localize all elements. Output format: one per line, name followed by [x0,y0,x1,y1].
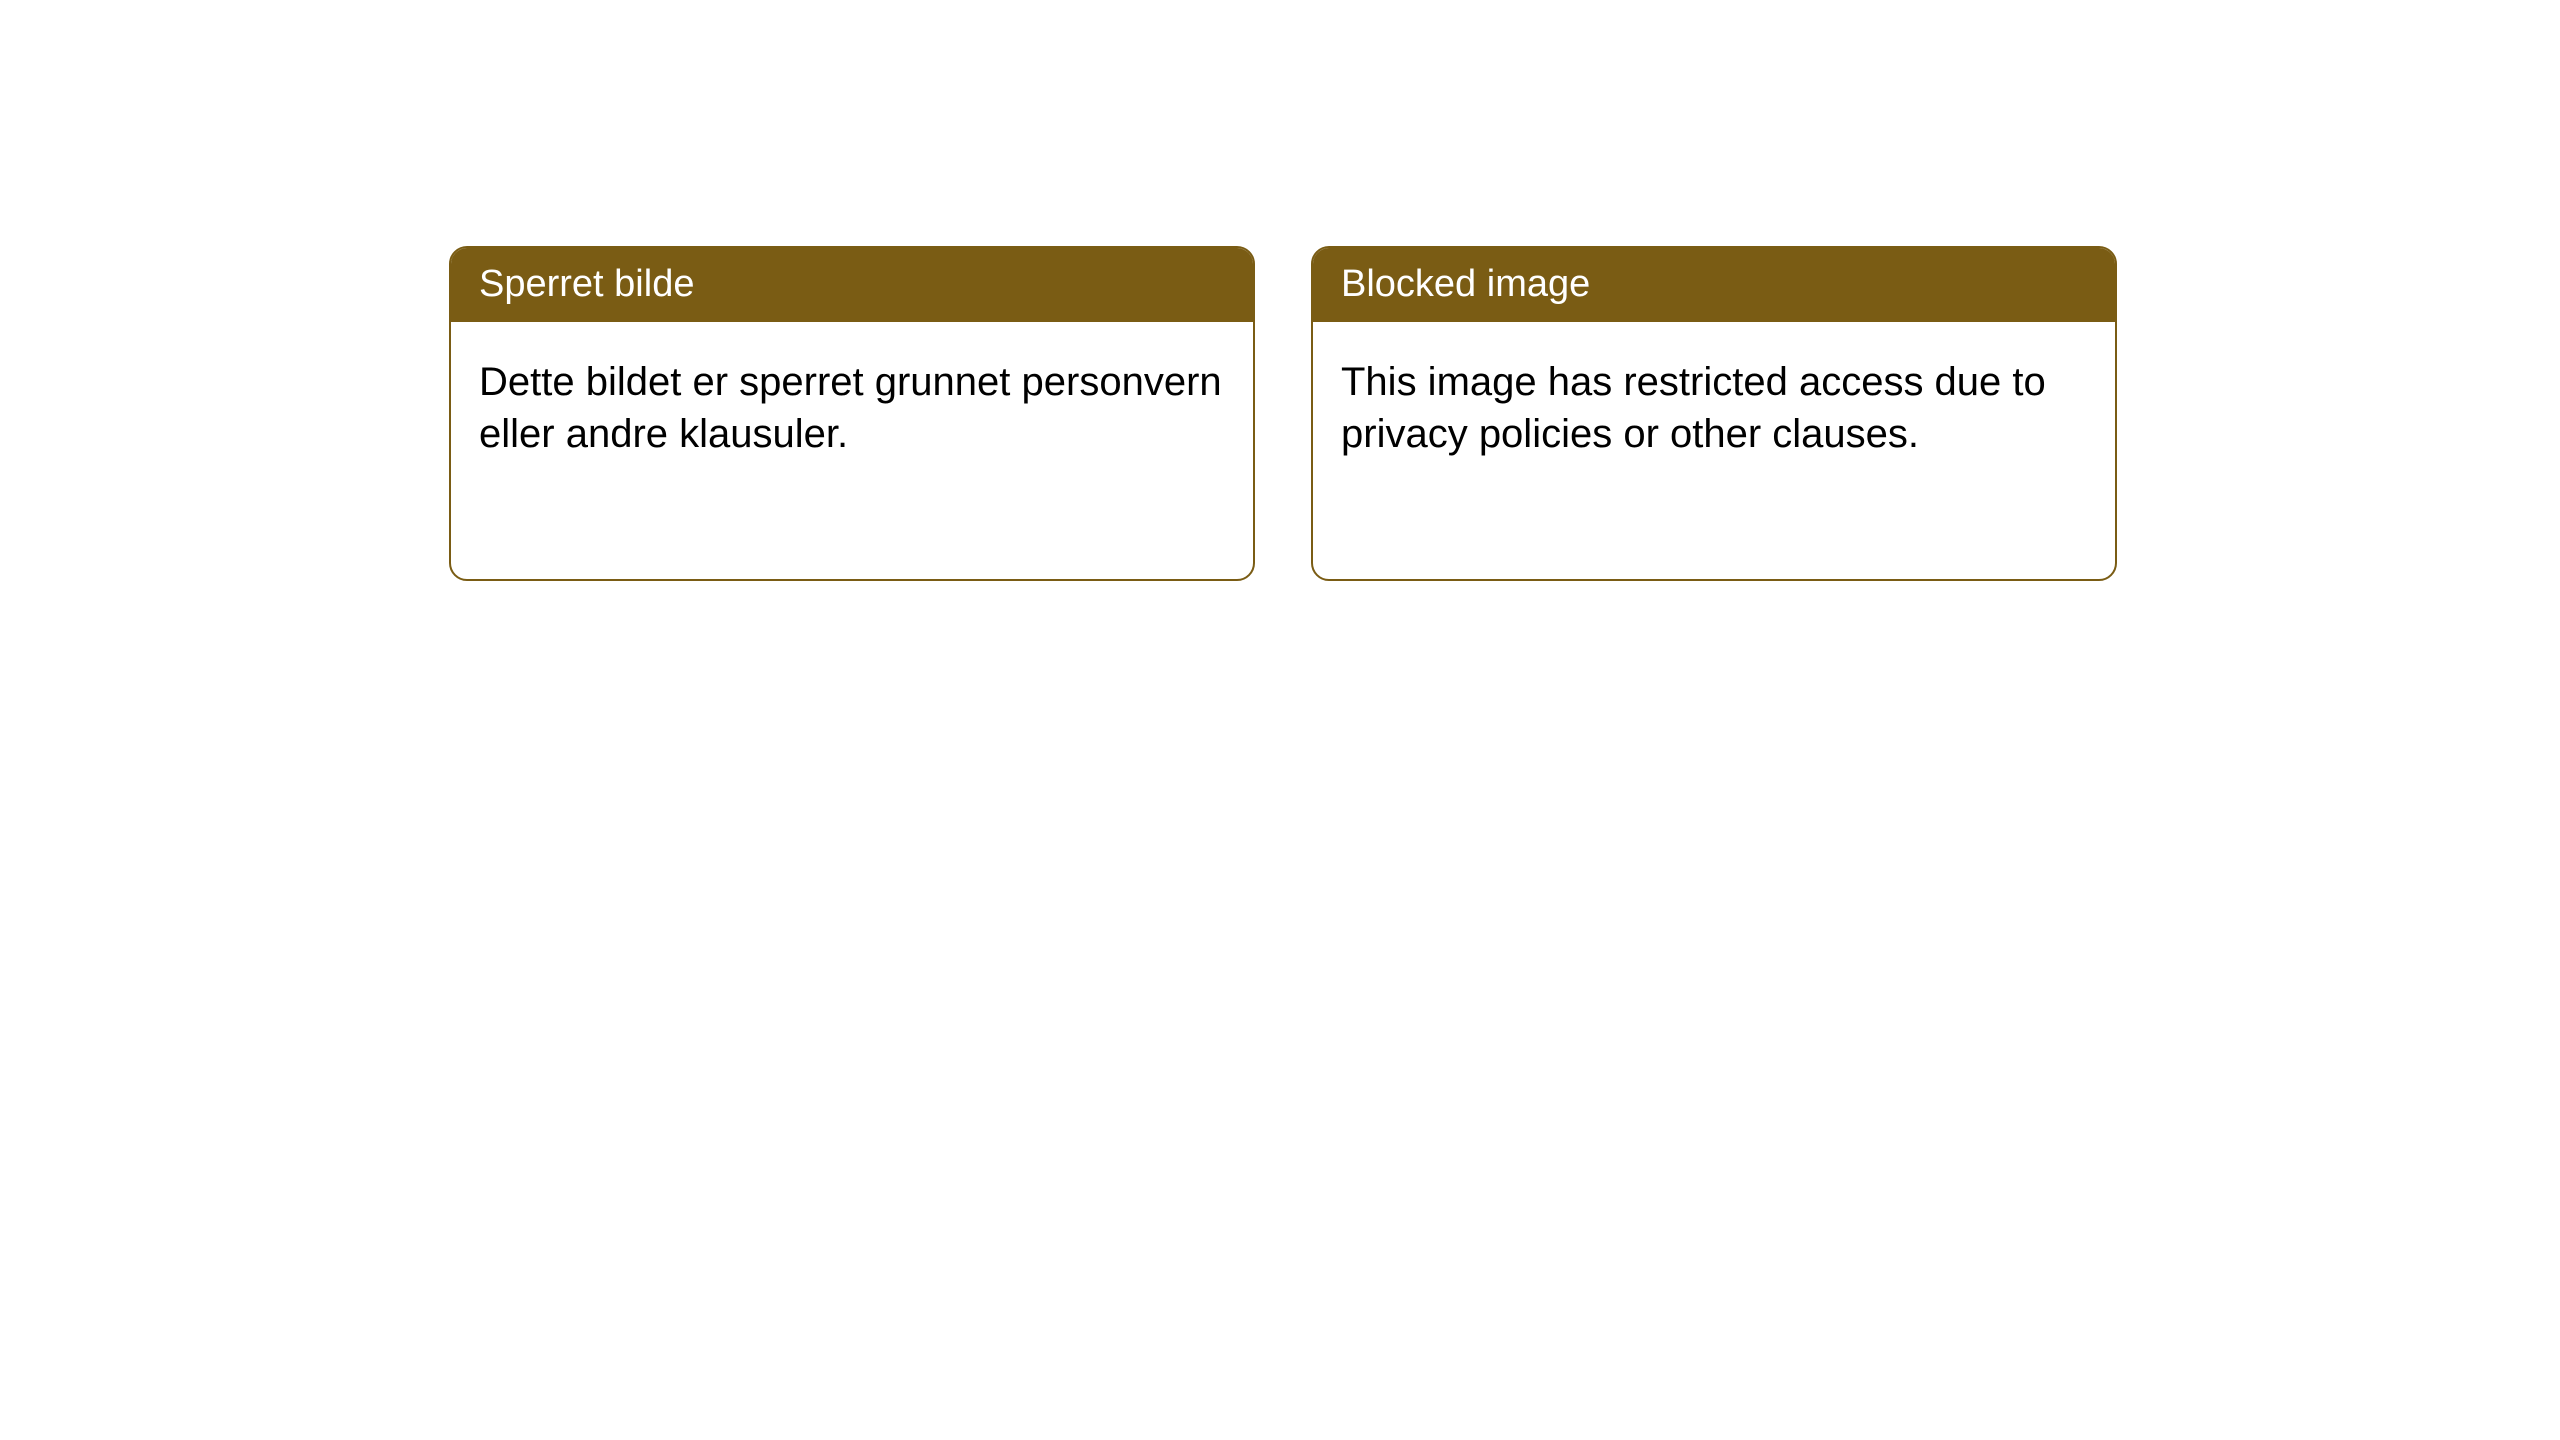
card-header-english: Blocked image [1313,248,2115,322]
card-title-norwegian: Sperret bilde [479,263,694,305]
card-text-english: This image has restricted access due to … [1341,360,2046,457]
card-title-english: Blocked image [1341,263,1590,305]
card-text-norwegian: Dette bildet er sperret grunnet personve… [479,360,1222,457]
card-body-english: This image has restricted access due to … [1313,322,2115,496]
blocked-image-card-norwegian: Sperret bilde Dette bildet er sperret gr… [449,246,1255,581]
card-body-norwegian: Dette bildet er sperret grunnet personve… [451,322,1253,496]
card-header-norwegian: Sperret bilde [451,248,1253,322]
blocked-image-card-english: Blocked image This image has restricted … [1311,246,2117,581]
cards-container: Sperret bilde Dette bildet er sperret gr… [449,246,2117,581]
